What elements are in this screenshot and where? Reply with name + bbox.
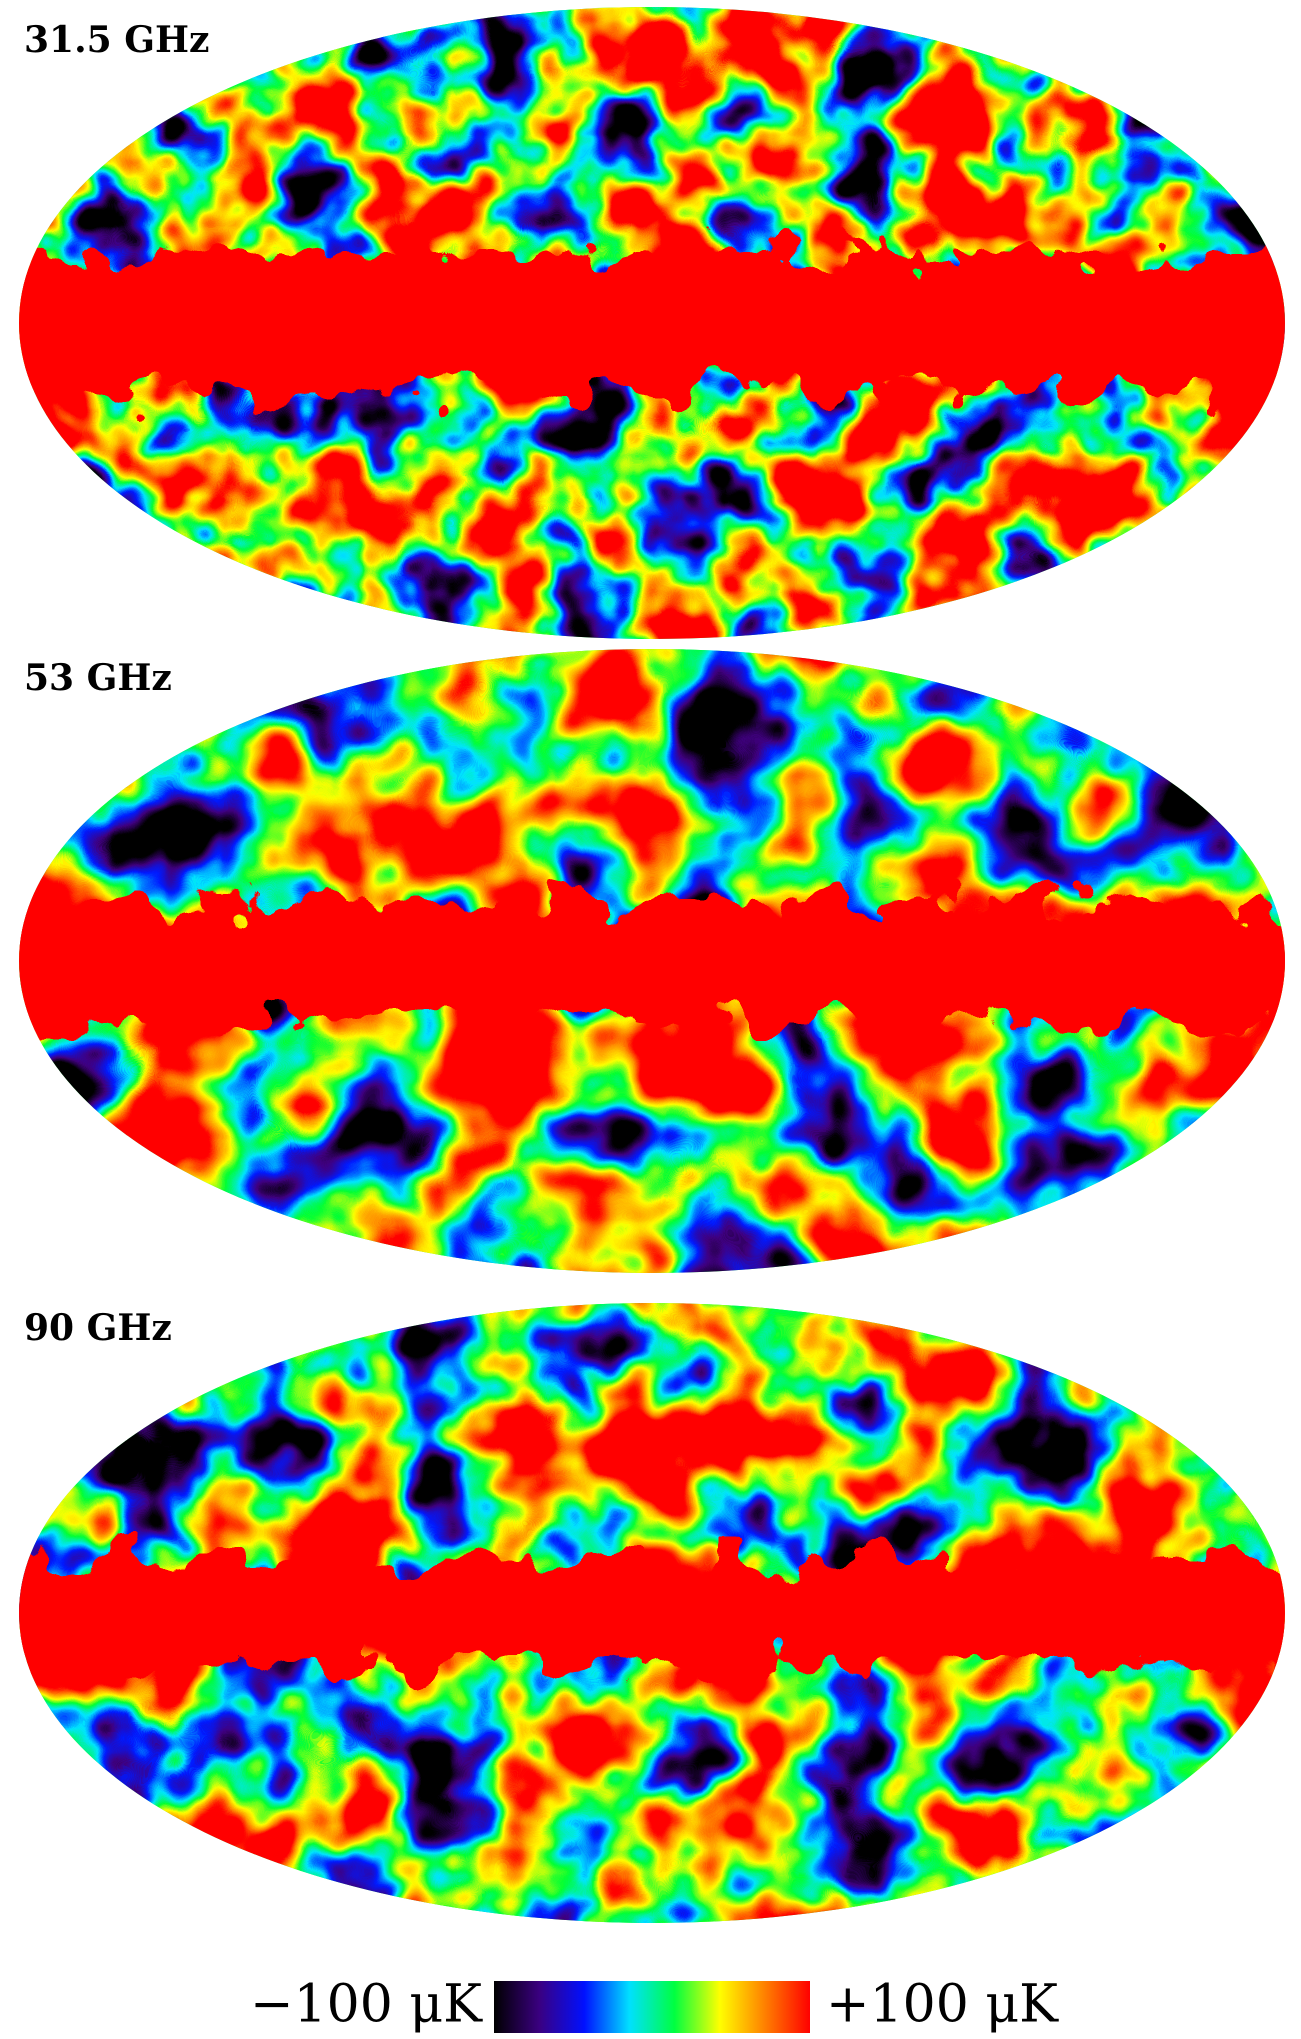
colorbar-min-label: −100 μK <box>250 1975 483 2035</box>
panel-label: 31.5 GHz <box>24 19 209 61</box>
colorbar-gradient <box>494 1981 810 2033</box>
panel-label: 53 GHz <box>24 657 172 699</box>
sky-map <box>0 7 1301 639</box>
colorbar: −100 μK +100 μK <box>250 1975 1059 2035</box>
sky-map <box>0 1303 1301 1923</box>
galactic-plane <box>0 1561 1301 1665</box>
panel-label: 90 GHz <box>24 1307 172 1349</box>
figure: 31.5 GHz 53 GHz 90 GHz −100 μK +100 μK <box>0 0 1301 2039</box>
colorbar-max-label: +100 μK <box>826 1975 1059 2035</box>
galactic-plane <box>0 901 1301 1021</box>
sky-maps: 31.5 GHz 53 GHz 90 GHz <box>0 7 1301 1923</box>
sky-map <box>0 649 1301 1273</box>
galactic-plane <box>0 255 1301 391</box>
